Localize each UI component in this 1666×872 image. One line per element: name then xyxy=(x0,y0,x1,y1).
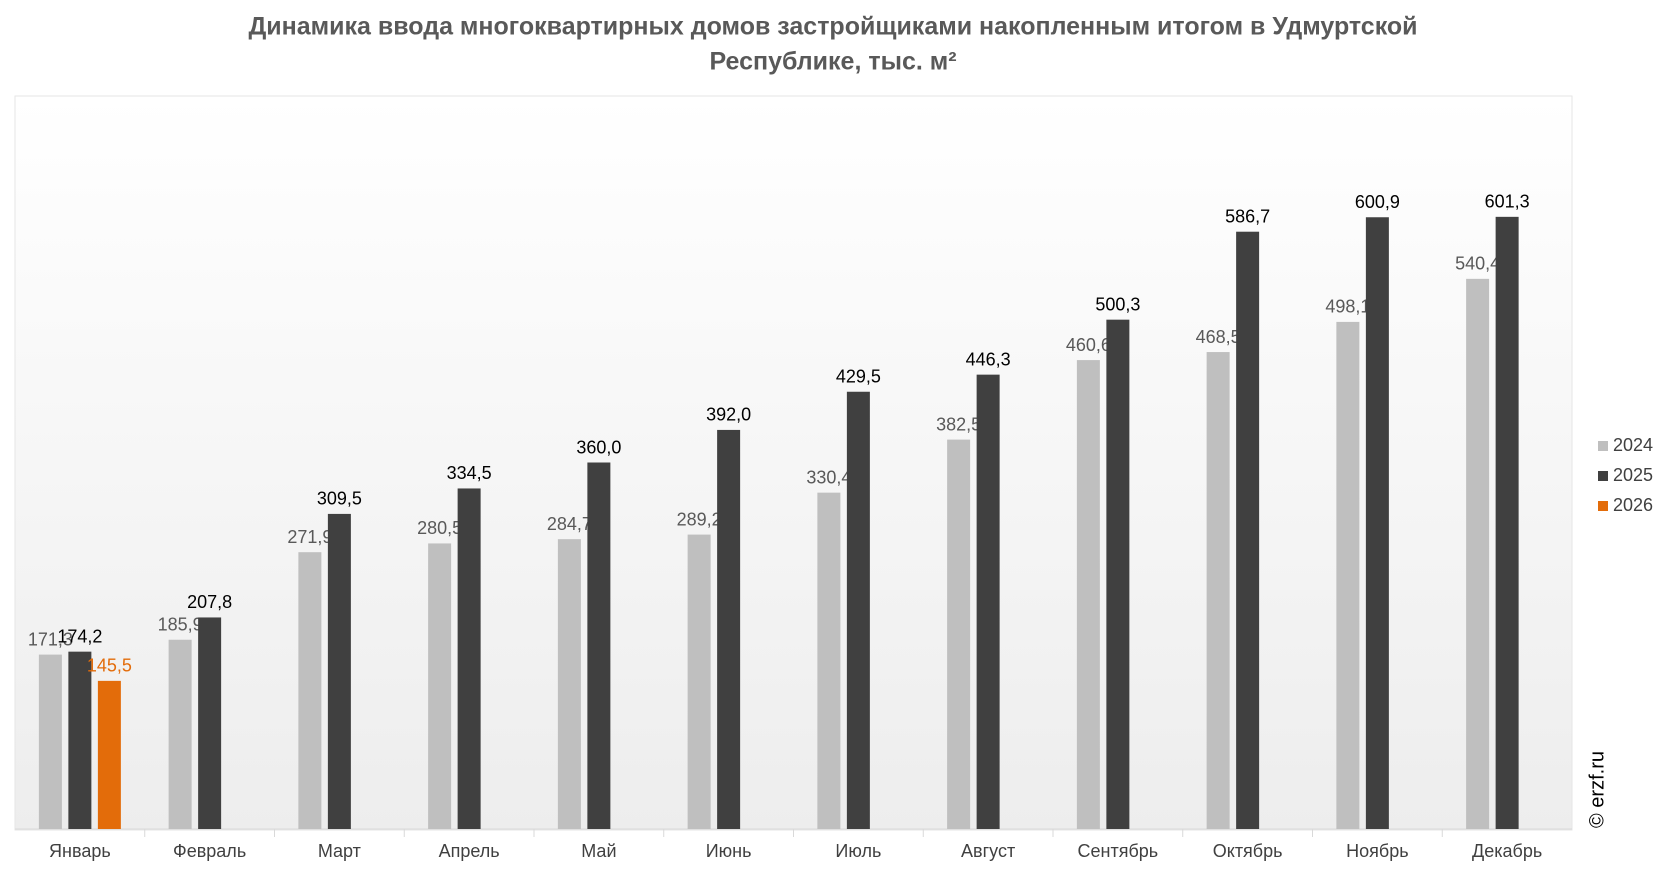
data-label: 392,0 xyxy=(706,405,751,425)
data-label: 446,3 xyxy=(966,349,1011,369)
legend-swatch xyxy=(1598,441,1608,451)
legend-label: 2025 xyxy=(1613,465,1653,485)
data-label: 330,4 xyxy=(806,467,851,487)
bar xyxy=(1466,278,1490,829)
bar xyxy=(557,539,581,829)
legend-label: 2024 xyxy=(1613,435,1653,455)
bar xyxy=(817,492,841,829)
chart-title: Республике, тыс. м² xyxy=(709,48,956,76)
data-label: 171,3 xyxy=(28,629,73,649)
x-tick-label: Ноябрь xyxy=(1346,841,1408,861)
bar xyxy=(1206,352,1230,829)
bar xyxy=(587,462,611,829)
bar xyxy=(38,654,62,829)
bar xyxy=(1365,217,1389,829)
watermark: © erzf.ru xyxy=(1586,751,1608,828)
x-tick-label: Июнь xyxy=(706,841,752,861)
bar xyxy=(97,680,121,829)
x-tick-label: Январь xyxy=(49,841,111,861)
bar xyxy=(1495,216,1519,829)
bar xyxy=(1236,231,1260,830)
data-label: 460,6 xyxy=(1066,335,1111,355)
bar xyxy=(168,639,192,829)
data-label: 468,5 xyxy=(1196,327,1241,347)
data-label: 207,8 xyxy=(187,592,232,612)
data-label: 429,5 xyxy=(836,366,881,386)
data-label: 185,9 xyxy=(158,614,203,634)
data-label: 145,5 xyxy=(87,656,132,676)
bar xyxy=(1076,360,1100,829)
data-label: 360,0 xyxy=(576,437,621,457)
bar xyxy=(1106,319,1130,829)
data-label: 271,9 xyxy=(287,527,332,547)
data-label: 600,9 xyxy=(1355,192,1400,212)
data-label: 309,5 xyxy=(317,489,362,509)
bar xyxy=(428,543,452,829)
x-tick-label: Июль xyxy=(835,841,881,861)
data-label: 540,4 xyxy=(1455,254,1500,274)
x-tick-label: Декабрь xyxy=(1472,841,1542,861)
data-label: 382,5 xyxy=(936,414,981,434)
data-label: 289,2 xyxy=(677,509,722,529)
x-tick-label: Март xyxy=(318,841,361,861)
bar xyxy=(846,391,870,829)
data-label: 586,7 xyxy=(1225,206,1270,226)
bar xyxy=(976,374,1000,829)
bar xyxy=(457,488,481,829)
data-label: 284,7 xyxy=(547,514,592,534)
legend-swatch xyxy=(1598,501,1608,511)
plot-area xyxy=(14,95,1573,831)
bar xyxy=(68,651,92,829)
x-tick-label: Сентябрь xyxy=(1078,841,1159,861)
bar xyxy=(298,552,322,829)
x-tick-label: Октябрь xyxy=(1213,841,1283,861)
bar xyxy=(327,513,351,829)
chart-title: Динамика ввода многоквартирных домов зас… xyxy=(248,13,1417,41)
data-label: 334,5 xyxy=(447,463,492,483)
legend-swatch xyxy=(1598,471,1608,481)
data-label: 280,5 xyxy=(417,518,462,538)
x-tick-label: Август xyxy=(961,841,1015,861)
bar xyxy=(717,429,741,829)
bar xyxy=(1336,321,1360,829)
bar xyxy=(687,534,711,829)
x-tick-label: Февраль xyxy=(173,841,246,861)
data-label: 601,3 xyxy=(1485,192,1530,212)
data-label: 174,2 xyxy=(57,626,102,646)
x-tick-label: Апрель xyxy=(439,841,500,861)
bar xyxy=(198,617,222,829)
data-label: 498,1 xyxy=(1325,297,1370,317)
x-tick-label: Май xyxy=(581,841,616,861)
data-label: 500,3 xyxy=(1095,294,1140,314)
legend-label: 2026 xyxy=(1613,495,1653,515)
bar xyxy=(947,439,971,829)
